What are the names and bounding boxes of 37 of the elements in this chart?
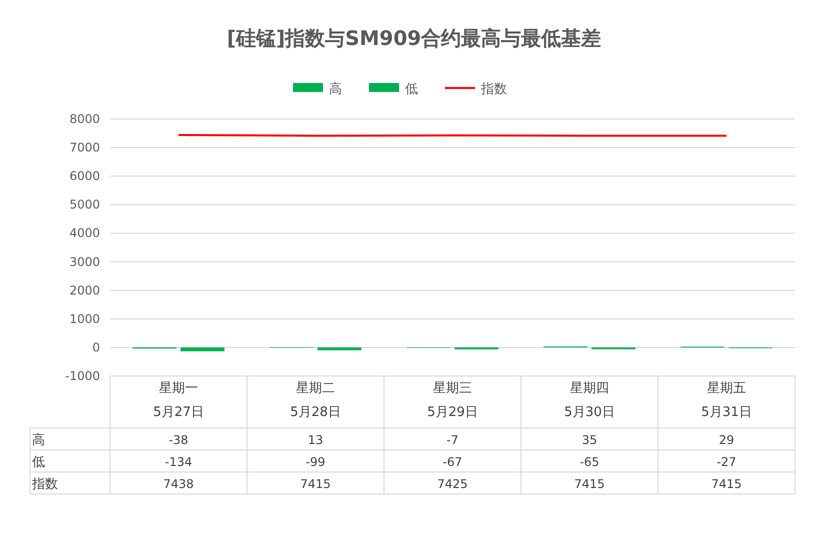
y-tick-label: 0 — [92, 340, 100, 354]
y-tick-label: 7000 — [69, 140, 100, 155]
data-label: 7425 — [437, 477, 468, 491]
y-tick-label: 8000 — [69, 112, 100, 126]
data-label: -99 — [306, 455, 326, 469]
x-tick-label: 星期三 5月29日 — [427, 381, 478, 420]
data-label: 7415 — [300, 477, 331, 491]
x-tick-label: 星期五 5月31日 — [701, 381, 752, 420]
text: 高 — [32, 433, 45, 448]
data-label: -67 — [442, 455, 462, 469]
data-label: -27 — [716, 455, 736, 469]
data-label: 13 — [308, 433, 324, 447]
data-label: 35 — [582, 433, 598, 447]
y-tick-label: 6000 — [69, 169, 100, 184]
data-label: -65 — [580, 455, 600, 469]
legend-label: 高 — [329, 81, 342, 97]
data-label: 7438 — [163, 477, 194, 491]
legend-label: 指数 — [480, 82, 507, 97]
data-label: -7 — [446, 433, 458, 447]
x-tick-label: 星期一 5月27日 — [153, 381, 204, 420]
y-tick-label: 2000 — [69, 283, 100, 298]
x-tick-label: 星期二 5月28日 — [290, 381, 341, 420]
data-label: 7415 — [574, 477, 605, 491]
data-label: 29 — [718, 433, 734, 447]
y-tick-label: 3000 — [69, 254, 100, 269]
y-tick-label: 4000 — [69, 226, 100, 240]
data-label: -38 — [168, 433, 188, 447]
y-tick-label: 5000 — [69, 198, 100, 212]
data-label: 7415 — [711, 477, 742, 491]
x-tick-label: 星期四 5月30日 — [564, 381, 615, 420]
legend-label: 低 — [405, 82, 418, 97]
text: 低 — [32, 455, 45, 470]
text: 指数 — [32, 477, 58, 492]
data-label: -134 — [164, 455, 192, 469]
chart-title: [硅锰]指数与SM909合约最高与最低基差 — [226, 26, 602, 50]
y-tick-label: -1000 — [65, 369, 100, 383]
y-tick-label: 1000 — [69, 312, 100, 326]
